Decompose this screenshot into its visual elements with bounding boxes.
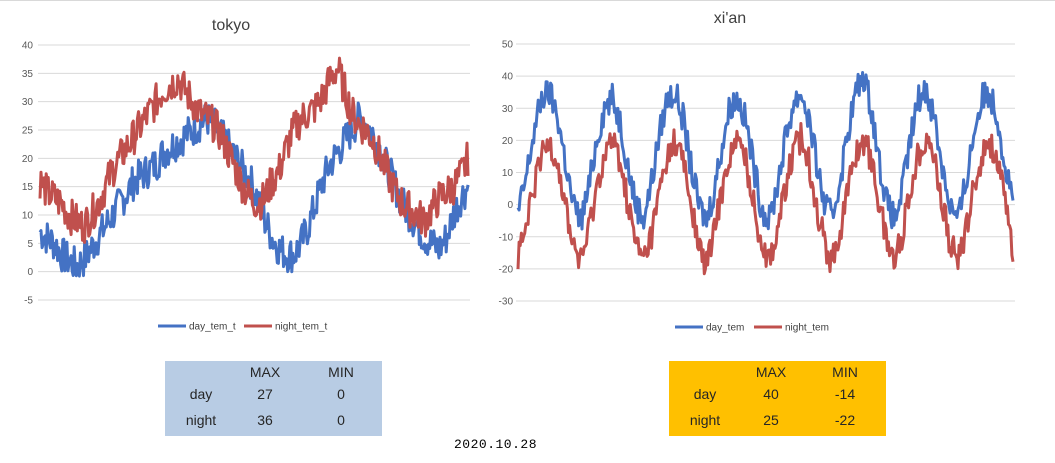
stats-day-min: 0 xyxy=(337,385,345,402)
stats-day-max: 40 xyxy=(763,385,779,402)
stats-corner xyxy=(173,362,229,382)
stats-night-min: -22 xyxy=(834,411,856,428)
y-tick-label: 30 xyxy=(22,97,34,108)
chart-title: xi'an xyxy=(714,10,746,27)
y-tick-label: 15 xyxy=(22,182,34,193)
series-line-night_tem_t xyxy=(38,56,470,244)
stats-header-min: MIN xyxy=(328,364,354,380)
y-tick-label: 0 xyxy=(27,267,33,278)
y-tick-label: 20 xyxy=(22,154,34,165)
series-line-day_tem xyxy=(516,71,1015,231)
stats-row-label-day: day xyxy=(189,385,213,402)
y-tick-label: 40 xyxy=(22,41,34,52)
stats-corner xyxy=(677,362,733,382)
stats-night-max: 36 xyxy=(257,411,273,428)
y-tick-label: -10 xyxy=(499,232,514,243)
y-tick-label: 30 xyxy=(502,104,514,115)
stats-row-label-night: night xyxy=(689,411,721,428)
y-tick-label: 5 xyxy=(27,239,33,250)
stats-day-min: -14 xyxy=(834,385,856,402)
stats-header-max: MAX xyxy=(755,364,787,380)
chart-title: tokyo xyxy=(212,17,250,34)
y-tick-label: 10 xyxy=(22,211,34,222)
y-tick-label: -30 xyxy=(499,297,514,308)
legend-label: day_tem_t xyxy=(189,322,236,333)
xian-chart-svg: xi'an -30 -20 -10 0 10 20 30 40 50 day_tem night_te… xyxy=(499,10,1015,334)
stats-row-label-day: day xyxy=(693,385,717,402)
y-tick-label: 20 xyxy=(502,136,514,147)
y-tick-label: 0 xyxy=(507,200,513,211)
stats-row-label-night: night xyxy=(185,411,217,428)
stats-night-max: 25 xyxy=(763,411,779,428)
stats-header-min: MIN xyxy=(832,364,858,380)
legend-label: day_tem xyxy=(706,323,744,334)
series-line-day_tem_t xyxy=(38,101,470,278)
y-tick-label: 10 xyxy=(502,168,514,179)
tokyo-chart: tokyo -5 0 5 10 15 20 25 30 35 40 day_tem_t night_te… xyxy=(0,0,480,345)
xian-chart: xi'an -30 -20 -10 0 10 20 30 40 50 day_tem night_te… xyxy=(485,0,1030,345)
y-tick-label: -20 xyxy=(499,264,514,275)
y-tick-label: 25 xyxy=(22,126,34,137)
legend-label: night_tem_t xyxy=(275,322,327,333)
stats-day-max: 27 xyxy=(257,385,273,402)
tokyo-chart-svg: tokyo -5 0 5 10 15 20 25 30 35 40 day_tem_t night_te… xyxy=(22,17,470,333)
date-label: 2020.10.28 xyxy=(454,437,538,452)
y-tick-label: 50 xyxy=(502,40,514,51)
legend-label: night_tem xyxy=(785,323,829,334)
tokyo-stats-table: MAX MIN day 27 0 night 36 0 xyxy=(165,361,382,436)
top-border xyxy=(0,0,1055,1)
xian-stats-table: MAX MIN day 40 -14 night 25 -22 xyxy=(669,361,886,436)
stats-night-min: 0 xyxy=(337,411,345,428)
y-tick-label: -5 xyxy=(24,296,33,307)
y-tick-label: 40 xyxy=(502,72,514,83)
y-tick-label: 35 xyxy=(22,69,34,80)
stats-header-max: MAX xyxy=(249,364,281,380)
series-line-night_tem xyxy=(516,122,1015,276)
